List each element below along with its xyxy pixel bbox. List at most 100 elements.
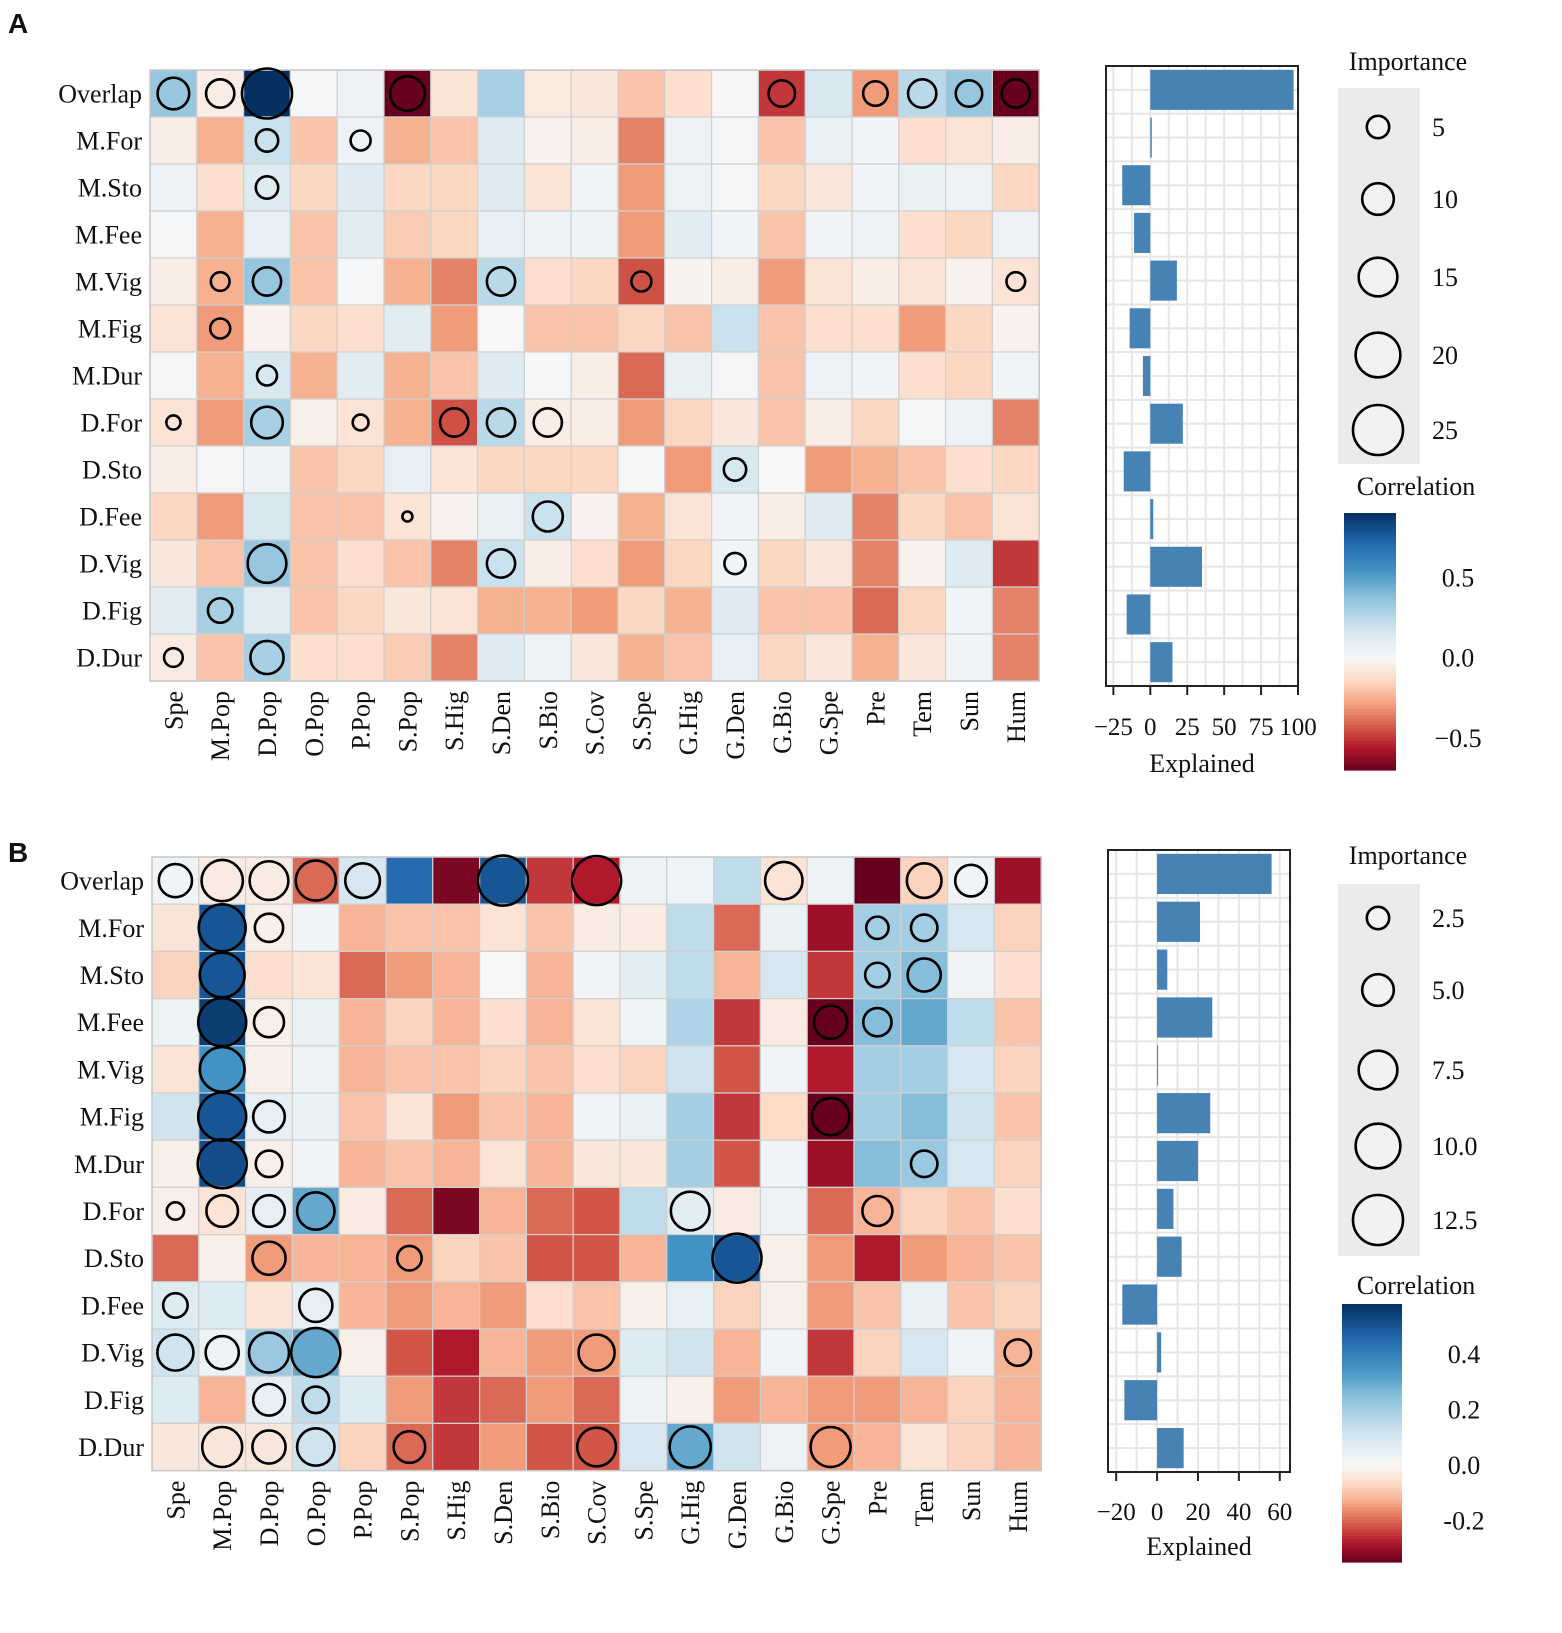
colorbar-segment xyxy=(1342,1397,1402,1402)
heatmap-cell xyxy=(336,492,385,541)
heatmap-cell xyxy=(572,1092,621,1141)
heatmap-cell xyxy=(477,398,526,447)
heatmap-cell xyxy=(151,1045,200,1094)
colorbar-segment xyxy=(1342,1529,1402,1534)
importance-circle xyxy=(208,317,232,340)
heatmap-cell xyxy=(338,1328,387,1377)
colorbar-segment xyxy=(1342,1416,1402,1421)
row-label: D.For xyxy=(81,409,143,438)
importance-circle xyxy=(295,1426,336,1468)
heatmap-cell xyxy=(151,1186,200,1236)
heatmap-cell xyxy=(712,997,761,1047)
heatmap-cell xyxy=(525,856,574,905)
importance-legend-circle xyxy=(1357,1049,1399,1091)
heatmap-cell xyxy=(430,163,479,212)
heatmap-cell xyxy=(712,1281,761,1330)
importance-circle xyxy=(240,67,294,120)
heatmap-cell xyxy=(245,903,294,953)
heatmap-cell xyxy=(430,116,479,165)
heatmap-cell xyxy=(477,304,526,353)
heatmap-cell xyxy=(710,586,759,635)
heatmap-cell xyxy=(757,116,806,165)
heatmap-cell xyxy=(245,1281,294,1330)
colorbar-segment xyxy=(1342,1549,1402,1553)
heatmap-cell xyxy=(617,633,666,682)
heatmap-cell xyxy=(432,856,481,905)
heatmap-cell xyxy=(898,445,947,494)
heatmap-cell xyxy=(666,856,715,905)
heatmap-cell xyxy=(479,903,528,953)
colorbar-segment xyxy=(1344,519,1396,524)
heatmap-cell xyxy=(619,1139,668,1188)
importance-circle xyxy=(253,912,285,944)
heatmap-cell xyxy=(525,997,574,1047)
heatmap-cell xyxy=(759,1281,808,1330)
importance-circle xyxy=(809,1425,852,1469)
importance-circle xyxy=(246,542,288,585)
heatmap-cell xyxy=(944,304,993,353)
importance-circle xyxy=(1005,270,1027,293)
heatmap-cell xyxy=(477,69,526,118)
heatmap-cell xyxy=(851,304,900,353)
importance-title: Importance xyxy=(1349,47,1467,76)
heatmap-cell xyxy=(149,304,198,353)
heatmap-cell xyxy=(804,304,853,353)
bar-x-label: Explained xyxy=(1149,749,1254,778)
colorbar-segment xyxy=(1342,1439,1402,1444)
colorbar-segment xyxy=(1344,725,1396,729)
colorbar-segment xyxy=(1342,1497,1402,1502)
heatmap-cell xyxy=(666,1233,715,1283)
heatmap-cell xyxy=(946,1045,995,1094)
importance-circle xyxy=(711,1232,763,1284)
heatmap-cell xyxy=(757,445,806,494)
heatmap-cell xyxy=(383,586,432,635)
heatmap-cell xyxy=(898,539,947,588)
heatmap-cell xyxy=(806,1139,855,1188)
colorbar-segment xyxy=(1342,1304,1402,1308)
colorbar-segment xyxy=(1342,1510,1402,1515)
heatmap-cell xyxy=(479,1422,528,1472)
heatmap-cell xyxy=(757,539,806,588)
importance-legend-label: 7.5 xyxy=(1432,1056,1465,1085)
heatmap-cell xyxy=(617,351,666,400)
importance-circle xyxy=(197,903,247,953)
correlation-title: Correlation xyxy=(1357,1271,1475,1300)
bar-tick-label: 50 xyxy=(1212,714,1237,741)
heatmap-cell xyxy=(336,69,385,118)
heatmap-cell xyxy=(900,997,949,1047)
explained-bar xyxy=(1122,165,1151,206)
importance-circle xyxy=(205,1193,240,1229)
heatmap-cell xyxy=(385,1186,434,1236)
importance-circle xyxy=(156,76,191,111)
heatmap-cell xyxy=(944,69,993,118)
colorbar-segment xyxy=(1342,1471,1402,1476)
bar-tick-label: 75 xyxy=(1249,714,1274,741)
importance-legend-circle xyxy=(1365,114,1391,140)
colorbar-segment xyxy=(1342,1371,1402,1376)
importance-circle xyxy=(247,1331,291,1374)
heatmap-cell xyxy=(479,1281,528,1330)
importance-circle xyxy=(668,1425,713,1469)
heatmap-cell xyxy=(666,950,715,1000)
heatmap-cell xyxy=(570,398,619,447)
colorbar-segment xyxy=(1342,1526,1402,1531)
importance-circle xyxy=(476,854,530,907)
importance-circle xyxy=(812,1004,849,1041)
explained-bar xyxy=(1150,403,1183,444)
heatmap-cell xyxy=(196,539,245,588)
heatmap-cell xyxy=(385,950,434,1000)
heatmap-cell xyxy=(151,903,200,953)
colorbar-segment xyxy=(1344,641,1396,646)
colorbar-segment xyxy=(1342,1536,1402,1541)
importance-circle xyxy=(294,859,338,902)
heatmap-cell xyxy=(898,398,947,447)
importance-circle xyxy=(301,1385,331,1415)
heatmap-cell xyxy=(944,492,993,541)
bar-tick-label: 0 xyxy=(1144,714,1157,741)
column-label: G.Den xyxy=(723,1481,752,1550)
column-label: G.Spe xyxy=(815,691,844,755)
explained-bar xyxy=(1123,451,1151,492)
heatmap-cell xyxy=(944,445,993,494)
heatmap-cell xyxy=(523,539,572,588)
colorbar-segment xyxy=(1344,609,1396,614)
